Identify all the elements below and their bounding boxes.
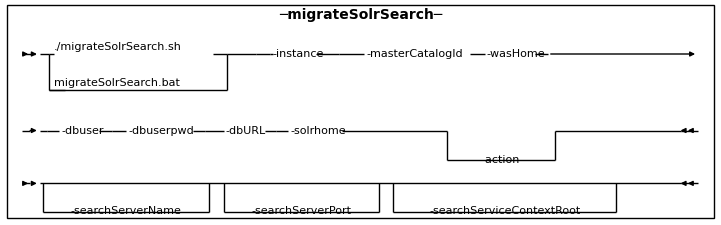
- Text: -searchServerName: -searchServerName: [71, 207, 182, 216]
- Text: -masterCatalogId: -masterCatalogId: [366, 49, 463, 59]
- Text: -action: -action: [482, 155, 521, 165]
- Text: ./migrateSolrSearch.sh: ./migrateSolrSearch.sh: [54, 42, 182, 52]
- Text: -wasHome: -wasHome: [487, 49, 545, 59]
- Text: -solrhome: -solrhome: [291, 126, 346, 135]
- Text: -dbuserpwd: -dbuserpwd: [128, 126, 194, 135]
- Text: migrateSolrSearch.bat: migrateSolrSearch.bat: [54, 78, 180, 88]
- Text: ─migrateSolrSearch─: ─migrateSolrSearch─: [279, 8, 442, 22]
- Text: -searchServerPort: -searchServerPort: [251, 207, 351, 216]
- Text: -searchServiceContextRoot: -searchServiceContextRoot: [429, 207, 580, 216]
- Text: -dbuser: -dbuser: [61, 126, 104, 135]
- Text: -instance: -instance: [273, 49, 324, 59]
- Text: -dbURL: -dbURL: [226, 126, 266, 135]
